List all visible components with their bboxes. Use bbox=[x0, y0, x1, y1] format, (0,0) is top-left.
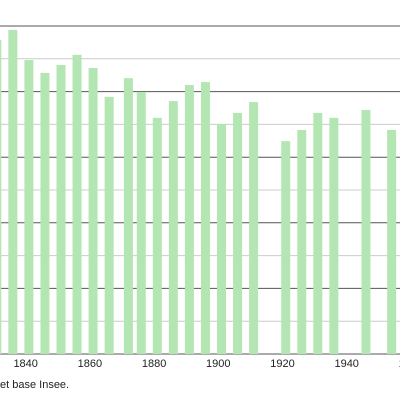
bar bbox=[136, 91, 146, 354]
bar bbox=[152, 117, 162, 354]
bar bbox=[313, 112, 323, 354]
bar bbox=[72, 54, 82, 354]
bar bbox=[104, 96, 114, 355]
bar bbox=[24, 60, 34, 354]
bar bbox=[217, 124, 227, 355]
bar bbox=[8, 29, 18, 354]
x-tick-label: 1860 bbox=[78, 358, 102, 370]
bar bbox=[249, 102, 259, 354]
x-tick-label: 1840 bbox=[13, 358, 37, 370]
bar bbox=[184, 85, 194, 354]
bar bbox=[123, 78, 133, 354]
bar bbox=[0, 40, 2, 354]
bar bbox=[297, 129, 307, 354]
x-tick-label: 1920 bbox=[270, 358, 294, 370]
bar bbox=[200, 82, 210, 354]
x-tick-label: 1880 bbox=[142, 358, 166, 370]
bar bbox=[387, 129, 397, 354]
bar bbox=[168, 101, 178, 354]
bar bbox=[40, 72, 50, 355]
bar bbox=[56, 65, 66, 355]
x-tick-label: 1900 bbox=[206, 358, 230, 370]
bar bbox=[233, 112, 243, 354]
bar bbox=[281, 141, 291, 354]
source-note: et base Insee. bbox=[0, 379, 69, 391]
bar bbox=[361, 109, 371, 354]
x-tick-label: 1960 bbox=[399, 358, 400, 370]
bar bbox=[329, 117, 339, 354]
bar bbox=[88, 67, 98, 354]
x-tick-label: 1940 bbox=[334, 358, 358, 370]
